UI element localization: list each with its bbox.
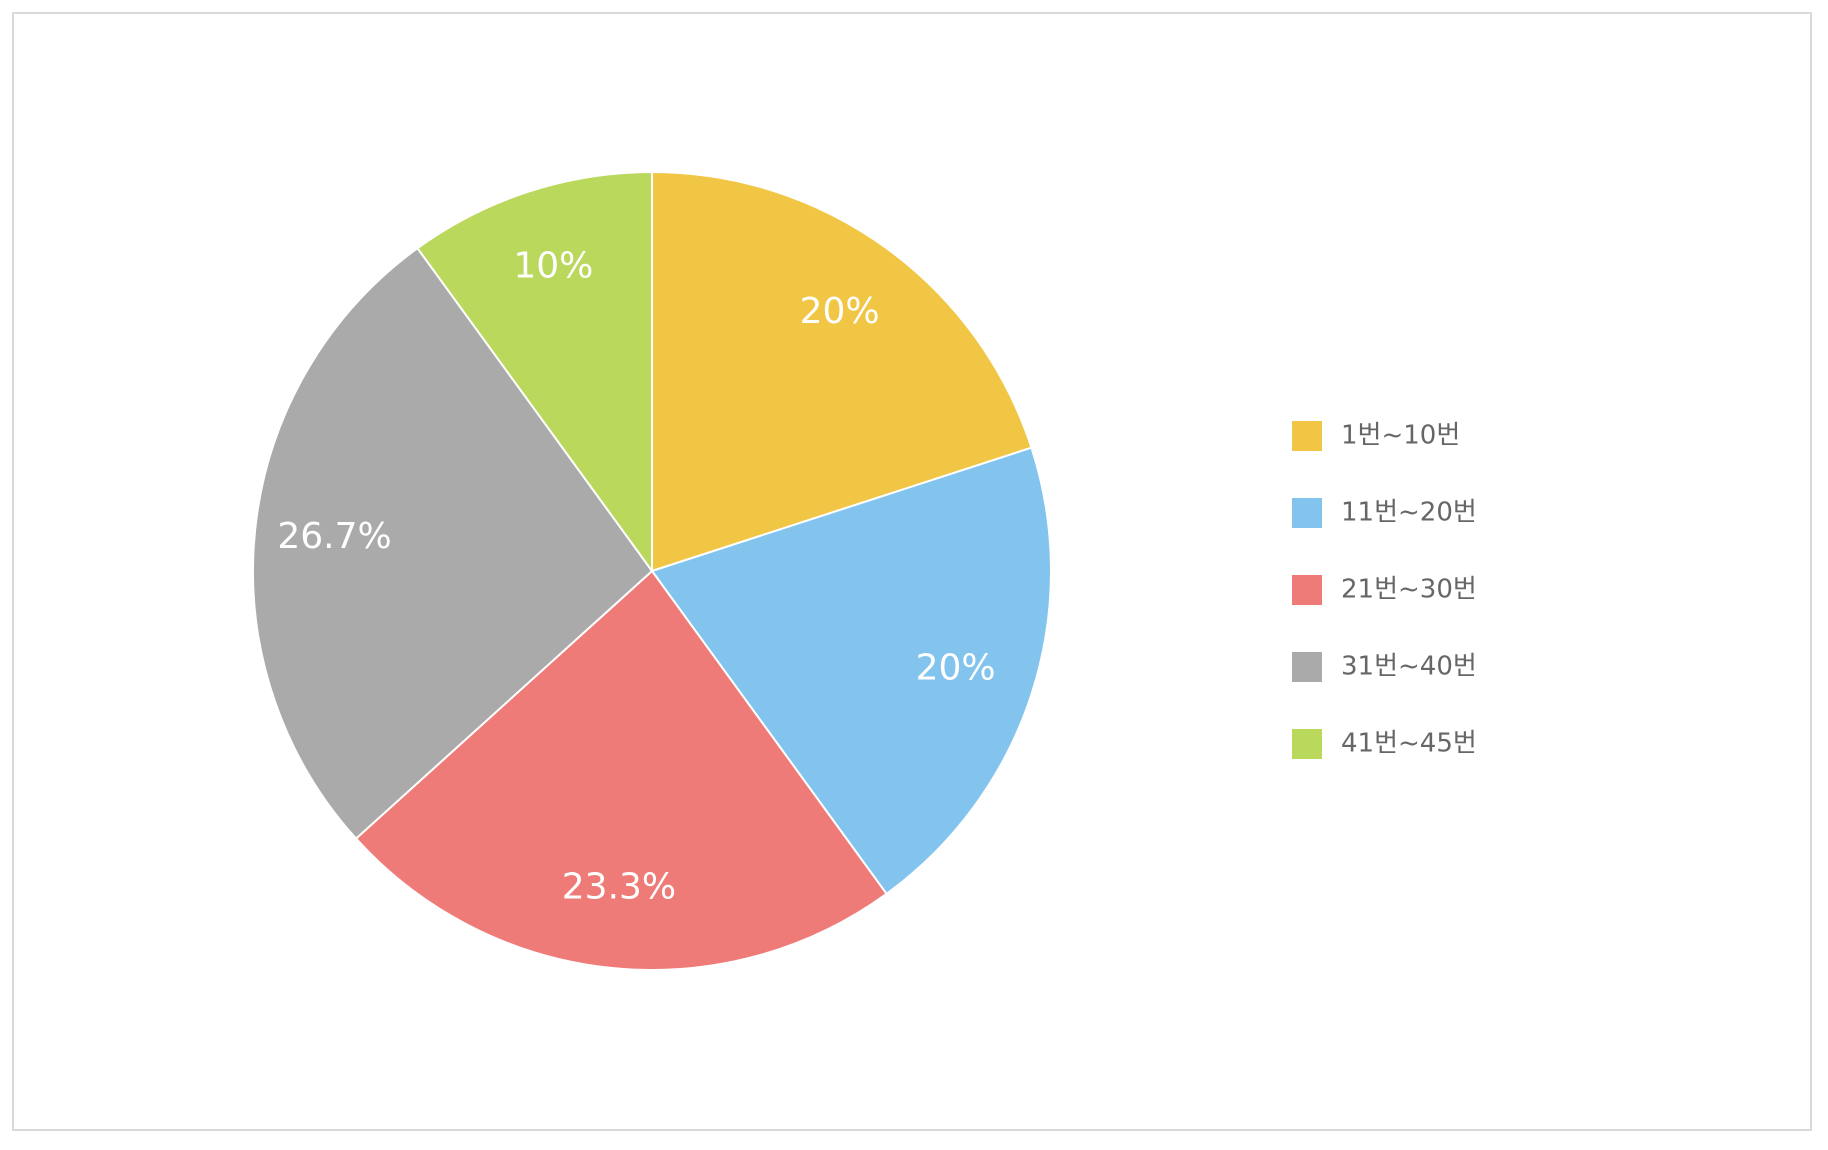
legend-swatch xyxy=(1292,575,1322,605)
pie-slice xyxy=(650,446,1052,896)
legend-label: 31번~40번 xyxy=(1341,652,1477,682)
pie-slice xyxy=(252,246,654,841)
pie-slice xyxy=(416,170,653,575)
legend-swatch xyxy=(1292,421,1322,451)
value-label: 26.7% xyxy=(277,516,391,557)
legend-swatch xyxy=(1292,498,1322,528)
pie-slice xyxy=(354,569,888,971)
legend-label: 11번~20번 xyxy=(1341,498,1477,528)
value-label: 20% xyxy=(916,648,996,689)
legend-label: 41번~45번 xyxy=(1341,729,1477,759)
legend-swatch xyxy=(1292,652,1322,682)
value-label: 23.3% xyxy=(562,866,676,907)
value-label: 20% xyxy=(800,291,880,332)
value-label: 10% xyxy=(513,245,593,286)
legend-label: 1번~10번 xyxy=(1341,421,1460,451)
legend-label: 21번~30번 xyxy=(1341,575,1477,605)
pie-slice xyxy=(651,170,1033,573)
legend-swatch xyxy=(1292,729,1322,759)
